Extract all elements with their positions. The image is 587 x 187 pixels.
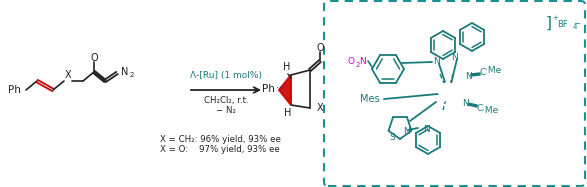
Text: BF: BF (558, 19, 568, 28)
Text: S: S (389, 133, 395, 142)
Text: C: C (480, 68, 486, 76)
Text: O: O (90, 53, 98, 63)
Text: N: N (423, 125, 429, 134)
Text: 2: 2 (130, 72, 134, 78)
Text: +: + (552, 15, 558, 21)
Text: ·Me: ·Me (485, 65, 501, 74)
Text: O: O (316, 43, 324, 53)
Text: C: C (477, 103, 483, 113)
Text: X = CH₂: 96% yield, 93% ee: X = CH₂: 96% yield, 93% ee (160, 134, 281, 143)
Text: 2: 2 (356, 62, 360, 68)
Text: X: X (65, 70, 72, 80)
Text: N: N (451, 53, 458, 62)
Text: −: − (573, 19, 581, 28)
Text: Ru: Ru (438, 85, 457, 99)
Text: H: H (284, 62, 291, 72)
Text: X: X (317, 103, 323, 113)
Text: Λ-[Ru] (1 mol%): Λ-[Ru] (1 mol%) (190, 70, 262, 79)
Text: ]: ] (546, 16, 552, 30)
Text: CH₂Cl₂, r.t.: CH₂Cl₂, r.t. (204, 96, 248, 105)
Circle shape (439, 83, 457, 101)
Text: − N₂: − N₂ (216, 105, 236, 114)
Text: H: H (284, 108, 292, 118)
Text: N: N (360, 56, 366, 65)
Text: O: O (348, 56, 355, 65)
Text: N: N (434, 56, 440, 65)
Text: Ph: Ph (262, 84, 275, 94)
Text: Mes: Mes (360, 94, 380, 104)
Text: N: N (121, 67, 129, 77)
Text: Ph: Ph (8, 85, 21, 95)
Text: N: N (462, 99, 469, 108)
FancyBboxPatch shape (324, 1, 585, 186)
Text: X = O:    97% yield, 93% ee: X = O: 97% yield, 93% ee (160, 145, 280, 154)
Text: N: N (465, 71, 472, 80)
Text: ·Me: ·Me (482, 105, 498, 114)
Text: 4: 4 (573, 24, 577, 30)
Text: ···: ··· (276, 85, 285, 94)
Text: N: N (403, 128, 409, 137)
Polygon shape (279, 75, 291, 105)
